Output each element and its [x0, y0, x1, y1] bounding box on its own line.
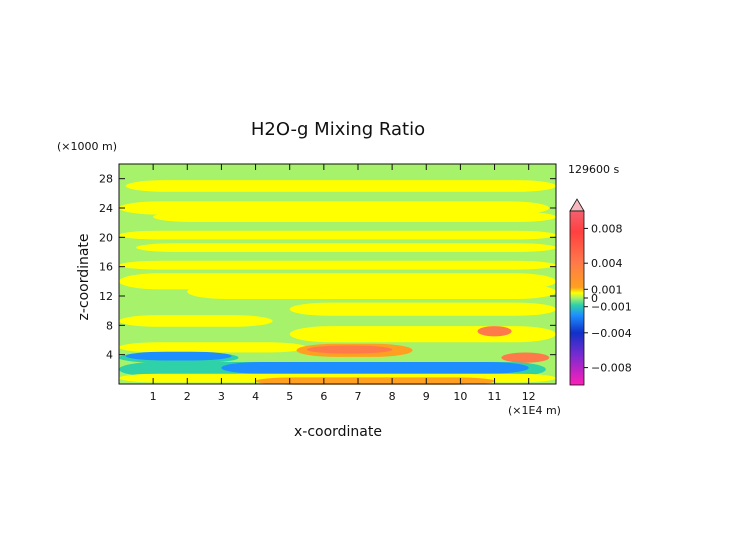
colorbar-tick-label: 0.004 — [591, 257, 623, 270]
field-band-1 — [119, 201, 550, 215]
x-tick-label: 7 — [354, 390, 361, 403]
y-tick-label: 8 — [106, 319, 113, 332]
x-tick-label: 12 — [522, 390, 536, 403]
colorbar-tick-label: −0.004 — [591, 327, 632, 340]
field-band-0 — [125, 180, 557, 192]
field-band-3 — [119, 230, 556, 240]
x-tick-label: 9 — [423, 390, 430, 403]
y-tick-label: 16 — [99, 261, 113, 274]
x-unit-label: (×1E4 m) — [508, 404, 561, 417]
field-band-17 — [125, 351, 232, 361]
y-tick-label: 24 — [99, 202, 113, 215]
colorbar-tick-label: 0 — [591, 292, 598, 305]
plot-area — [118, 163, 557, 385]
y-tick-label: 28 — [99, 173, 113, 186]
plot-frame — [118, 163, 557, 385]
x-tick-label: 10 — [453, 390, 467, 403]
x-ticks: 1 2 3 4 5 6 7 8 9 10 11 12 — [150, 164, 536, 403]
field-band-14 — [477, 326, 512, 337]
colorbar-tick-label: −0.001 — [591, 301, 632, 314]
y-unit-label: (×1000 m) — [57, 140, 117, 153]
x-tick-label: 4 — [252, 390, 259, 403]
colorbar-max-arrow — [569, 198, 585, 212]
chart-title: H2O-g Mixing Ratio — [251, 119, 425, 140]
field-band-21 — [255, 377, 495, 385]
field-band-11 — [119, 342, 307, 353]
field-band-15 — [501, 352, 550, 363]
colorbar-tick-label: 0.008 — [591, 222, 623, 235]
field-band-7 — [187, 284, 557, 299]
x-tick-label: 8 — [389, 390, 396, 403]
field-band-8 — [289, 302, 556, 316]
colorbar-tick-label: −0.008 — [591, 362, 632, 375]
x-tick-label: 5 — [286, 390, 293, 403]
field-band-5 — [119, 260, 556, 270]
x-tick-label: 11 — [488, 390, 502, 403]
y-tick-label: 12 — [99, 290, 113, 303]
field-band-4 — [136, 243, 556, 252]
x-tick-label: 3 — [218, 390, 225, 403]
colorbar-tick-label: 0.001 — [591, 283, 623, 296]
x-tick-label: 1 — [150, 390, 157, 403]
x-axis-label: x-coordinate — [294, 424, 382, 440]
y-ticks: 4 8 12 16 20 24 28 — [99, 173, 556, 362]
field-band-2 — [153, 211, 556, 222]
field-band-10 — [289, 326, 556, 343]
y-tick-label: 4 — [106, 349, 113, 362]
colorbar-gradient — [569, 210, 585, 386]
field-band-13 — [306, 345, 393, 354]
time-label: 129600 s — [568, 163, 619, 176]
y-tick-label: 20 — [99, 231, 113, 244]
field-band-9 — [119, 315, 273, 327]
x-tick-label: 6 — [320, 390, 327, 403]
field-band-19 — [221, 362, 529, 374]
x-tick-label: 2 — [184, 390, 191, 403]
y-axis-label: z-coordinate — [76, 233, 92, 320]
